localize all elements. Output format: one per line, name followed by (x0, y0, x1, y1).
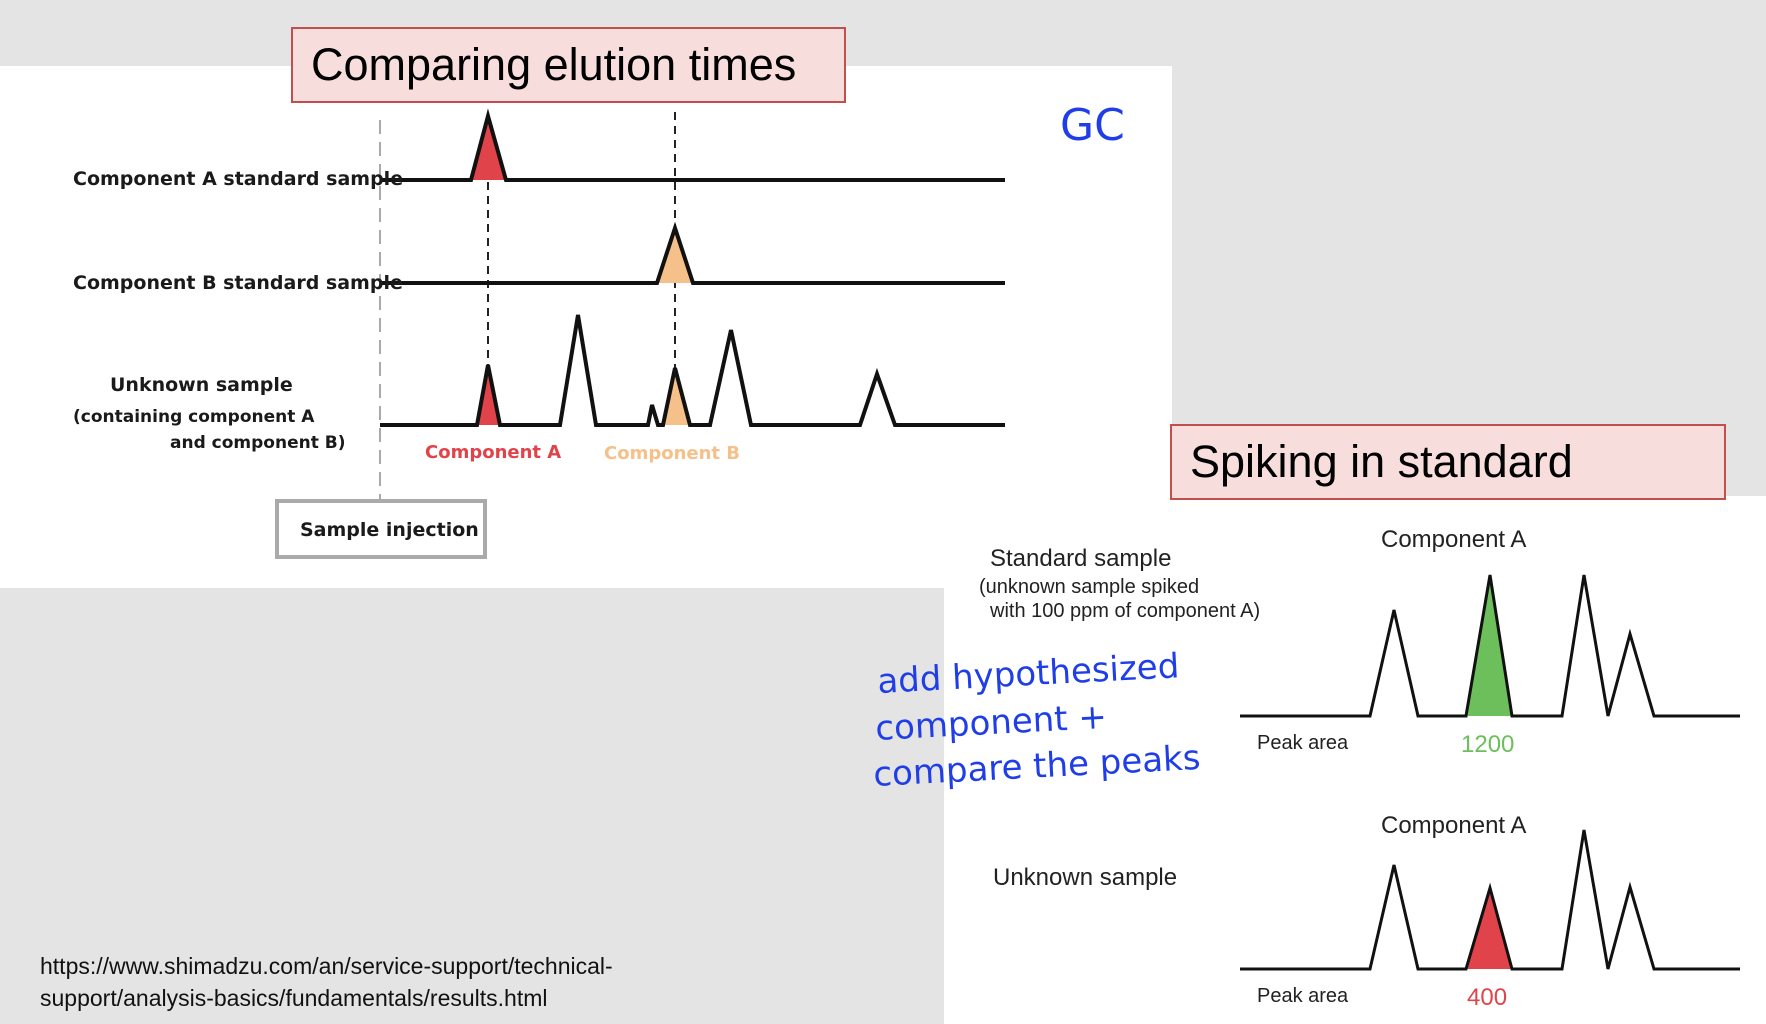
component-a-bottom-label: Component A (1381, 812, 1526, 839)
peak-area-label-bottom: Peak area (1257, 985, 1349, 1007)
title-spiking-in-standard: Spiking in standard (1170, 424, 1726, 500)
unknown-right-peak-a-fill (1466, 888, 1512, 969)
title-left-text: Comparing elution times (311, 39, 797, 90)
injection-box (275, 499, 487, 559)
unknown-sample-right-label: Unknown sample (993, 864, 1177, 891)
trace-unknown (380, 314, 1005, 427)
trace-a (380, 108, 1005, 182)
unknown-peak-b-fill (663, 368, 690, 425)
peak-area-label-top: Peak area (1257, 732, 1349, 754)
unknown-label-line2: (containing component A (73, 407, 315, 427)
component-a-top-label: Component A (1381, 526, 1526, 553)
row-a-label: Component A standard sample (73, 168, 403, 190)
gc-annotation: GC (1060, 100, 1125, 151)
component-a-label: Component A (425, 442, 561, 463)
source-line2: support/analysis-basics/fundamentals/res… (40, 985, 548, 1011)
handwritten-note-line1: add hypothesized (876, 646, 1180, 702)
right-panel (944, 496, 1766, 1024)
peak-a-fill (471, 116, 506, 180)
unknown-peak-a-fill (477, 365, 500, 425)
injection-label: Sample injection (300, 519, 479, 541)
peak-b-fill (657, 228, 693, 283)
standard-note-line1: (unknown sample spiked (979, 576, 1199, 598)
peak-area-unknown: 400 (1467, 984, 1507, 1011)
source-line1: https://www.shimadzu.com/an/service-supp… (40, 953, 613, 979)
handwritten-note-line2: component + (874, 697, 1107, 749)
source-citation: https://www.shimadzu.com/an/service-supp… (40, 950, 760, 1014)
title-right-text: Spiking in standard (1190, 436, 1573, 487)
peak-area-standard: 1200 (1461, 731, 1514, 758)
title-comparing-elution-times: Comparing elution times (291, 27, 846, 103)
unknown-label-line1: Unknown sample (110, 374, 293, 396)
standard-note-line2: with 100 ppm of component A) (989, 600, 1260, 622)
trace-standard (1240, 574, 1740, 718)
standard-sample-label: Standard sample (990, 545, 1171, 572)
trace-b (380, 221, 1005, 285)
standard-peak-a-fill (1466, 575, 1512, 716)
row-b-label: Component B standard sample (73, 272, 403, 294)
unknown-label-line3: and component B) (170, 433, 346, 453)
component-b-label: Component B (604, 443, 740, 464)
trace-unknown-right (1240, 829, 1740, 971)
